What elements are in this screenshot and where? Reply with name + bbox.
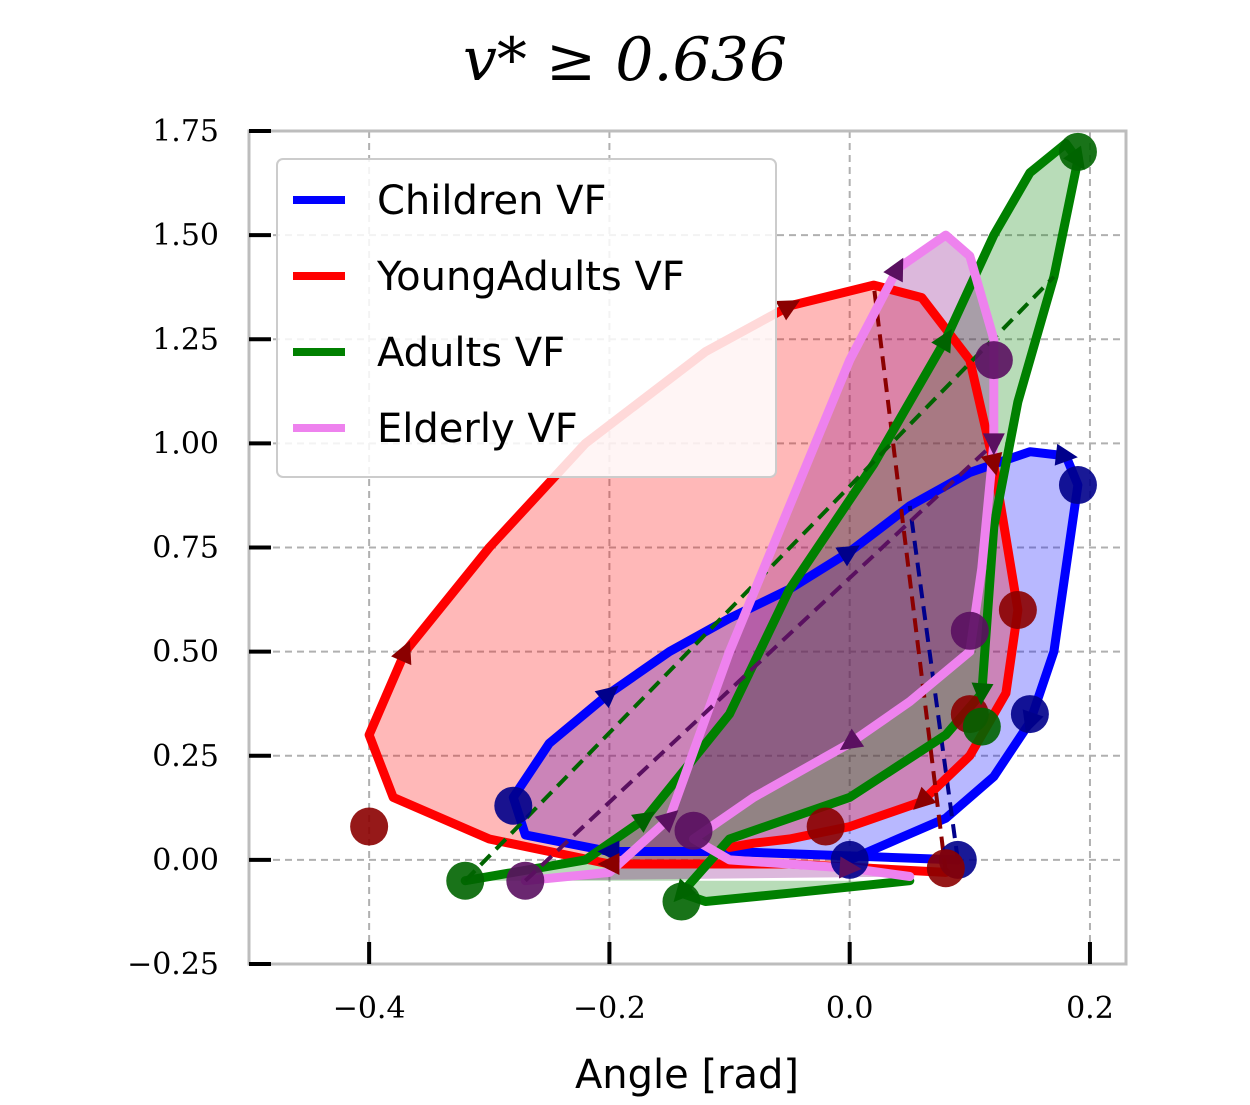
y-tick-label: 1.75 (152, 114, 219, 149)
series-arrow (775, 300, 801, 321)
y-tick-label: 0.50 (152, 635, 219, 670)
series-arrow (913, 786, 937, 810)
series-marker (1058, 466, 1097, 505)
series-arrow (982, 433, 1005, 456)
y-tick-label: −0.25 (127, 947, 219, 982)
series-arrow (931, 328, 952, 354)
series-arrow (654, 810, 679, 834)
series-marker (926, 849, 965, 888)
series-marker (806, 807, 845, 846)
series-arrow (1054, 443, 1078, 466)
legend-label: Children VF (377, 178, 607, 224)
series-arrow (631, 811, 656, 833)
y-tick-label: 1.50 (152, 218, 219, 253)
legend-box (276, 158, 777, 478)
series-arrow (838, 856, 862, 879)
series-arrow (594, 685, 619, 709)
series-marker (1010, 695, 1049, 734)
series-marker (494, 786, 533, 825)
series-markers (350, 132, 1097, 921)
series-arrow (971, 682, 994, 706)
series-arrow (883, 257, 904, 283)
series-marker (506, 861, 545, 900)
y-tick-label: 0.75 (152, 531, 219, 566)
series-marker (998, 590, 1037, 629)
legend-label: YoungAdults VF (376, 254, 685, 300)
series-marker (446, 861, 485, 900)
series-marker (350, 807, 389, 846)
series-marker (1058, 132, 1097, 171)
legend: Children VF YoungAdults VF Adults VF Elderl… (276, 158, 777, 478)
series-guide-line (523, 441, 996, 883)
series-marker (662, 882, 701, 921)
x-tick-label: −0.4 (333, 991, 406, 1026)
series-fill (369, 285, 1018, 873)
chart-title: v* ≥ 0.636 (463, 25, 787, 95)
y-tick-label: 0.25 (152, 739, 219, 774)
series-marker (674, 811, 713, 850)
series-marker (950, 611, 989, 650)
series-line (460, 139, 1083, 906)
y-tick-label: 1.25 (152, 322, 219, 357)
x-tick-label: −0.2 (573, 991, 646, 1026)
series-arrow (391, 640, 412, 666)
series-marker (974, 341, 1013, 380)
series-arrow (835, 545, 860, 567)
legend-label: Elderly VF (377, 406, 578, 452)
series-guide-line (871, 284, 948, 873)
series-arrow (839, 728, 865, 751)
series-marker (962, 707, 1001, 746)
x-axis-label: Angle [rad] (575, 1052, 799, 1098)
x-tick-label: 0.2 (1066, 991, 1114, 1026)
y-tick-label: 0.00 (152, 843, 219, 878)
legend-label: Adults VF (377, 330, 565, 376)
series-arrow (980, 451, 1003, 476)
series-arrow (597, 853, 620, 875)
series-line (364, 280, 1023, 877)
y-tick-label: 1.00 (152, 426, 219, 461)
axis-ticks: −0.4 −0.2 0.0 0.2 −0.25 0.00 0.25 0.50 0.75 1.00 1… (127, 114, 1114, 1026)
x-tick-label: 0.0 (826, 991, 874, 1026)
